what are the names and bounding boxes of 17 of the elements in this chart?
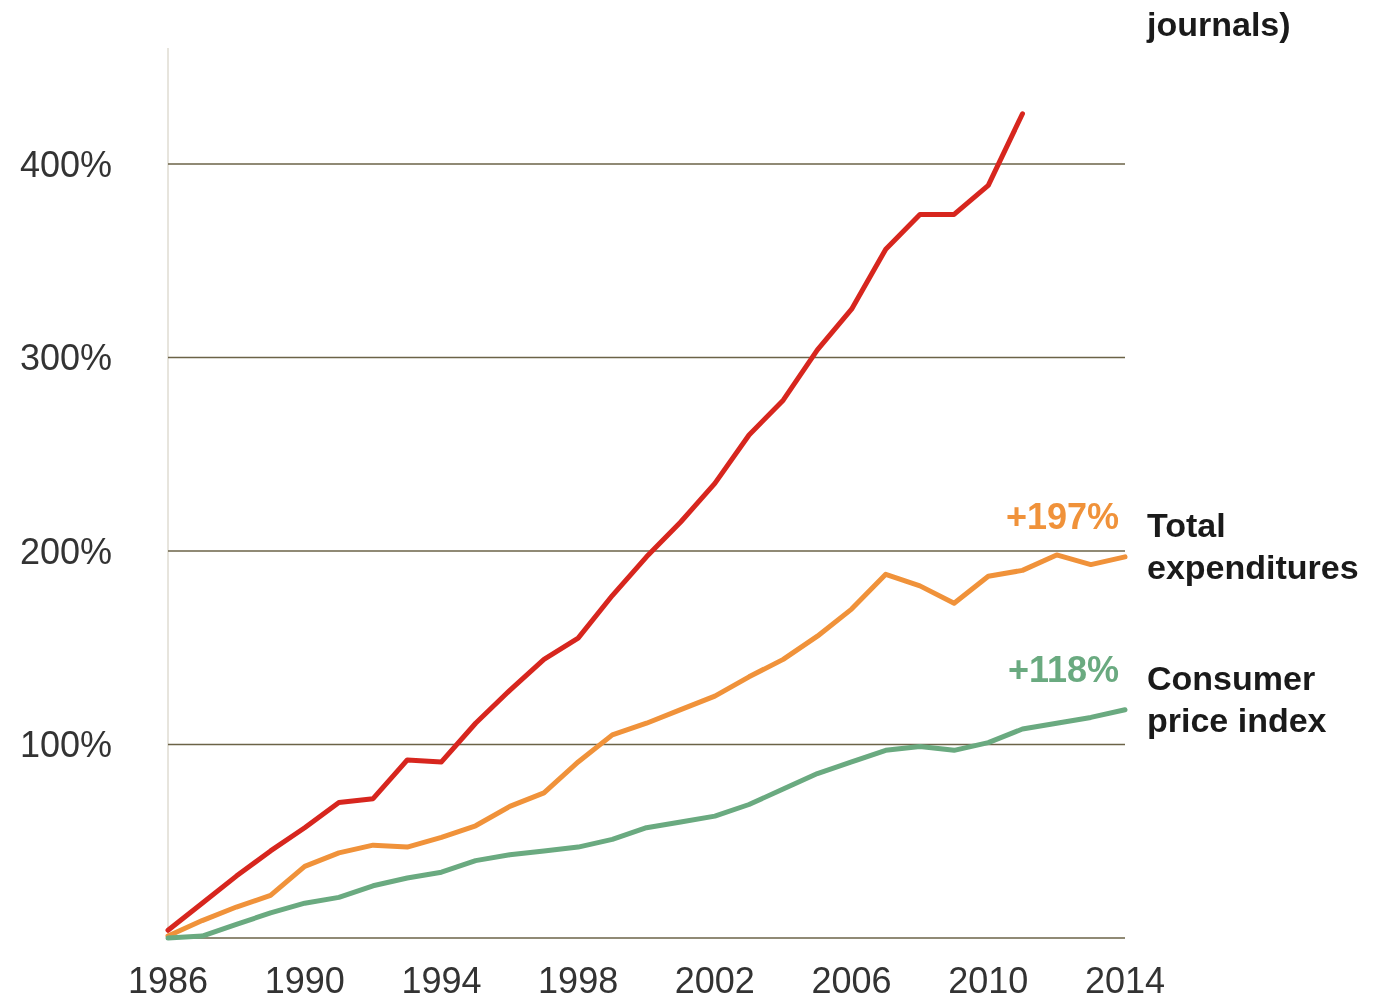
series-label: Consumer price index	[1147, 658, 1327, 739]
annotation: +118%	[1007, 648, 1119, 690]
x-tick-label: 1994	[401, 960, 482, 1000]
x-tick-label: 2014	[1084, 960, 1166, 1000]
x-tick-label: 1998	[538, 960, 619, 1000]
series-label: Total expenditures	[1147, 505, 1359, 586]
x-tick-label: 2010	[948, 960, 1029, 1000]
y-tick-label: 200%	[20, 530, 113, 572]
x-tick-label: 1986	[127, 960, 209, 1000]
text: journals)	[1146, 5, 1291, 43]
annotation: +197%	[1005, 495, 1119, 537]
x-tick-label: 2006	[811, 960, 892, 1000]
x-tick-label: 2002	[674, 960, 755, 1000]
x-tick-label: 1990	[264, 960, 345, 1000]
y-tick-label: 300%	[20, 337, 113, 379]
y-tick-label: 400%	[20, 143, 113, 185]
y-tick-label: 100%	[20, 724, 113, 766]
